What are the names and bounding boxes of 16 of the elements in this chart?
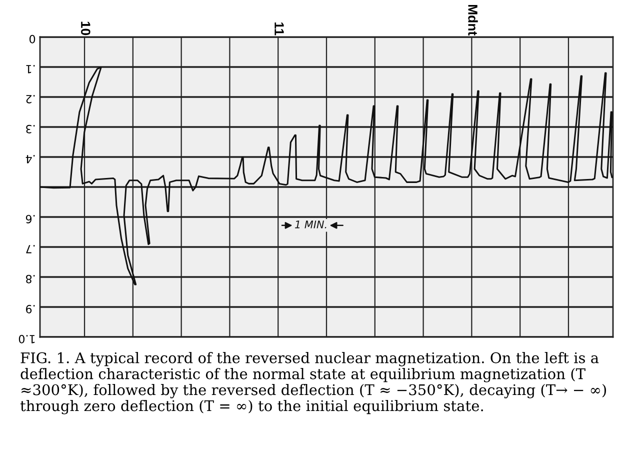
y-tick-label: 0 (30, 34, 36, 44)
y-tick-label: .3 (26, 124, 35, 134)
x-tick-label: Mdnt (468, 4, 478, 36)
y-tick-label: .6 (26, 214, 35, 224)
y-tick-label: .2 (26, 95, 35, 104)
y-tick-label: .1 (26, 65, 35, 74)
y-tick-label: .8 (26, 274, 35, 284)
caption: FIG. 1. A typical record of the reversed nuclear magnetization. On the left is a deflection characteristic of the normal state at equilibrium magnetization (T ≈300°K), followed by the reversed deflection (T ≈ −350°K), decaying (T→ − ∞) through zero deflection (T = ∞) to the initial equilibrium state. (20, 352, 606, 414)
y-tick-label: 1.0 (18, 334, 35, 344)
x-tick-label: 11 (274, 22, 284, 36)
y-tick-label: .7 (26, 245, 35, 254)
line-series (40, 66, 613, 286)
annotation: 1 MIN. (294, 220, 326, 228)
y-tick-label: .4 (26, 155, 35, 164)
y-tick-label: .9 (26, 304, 35, 314)
x-tick-label: 10 (80, 22, 90, 36)
